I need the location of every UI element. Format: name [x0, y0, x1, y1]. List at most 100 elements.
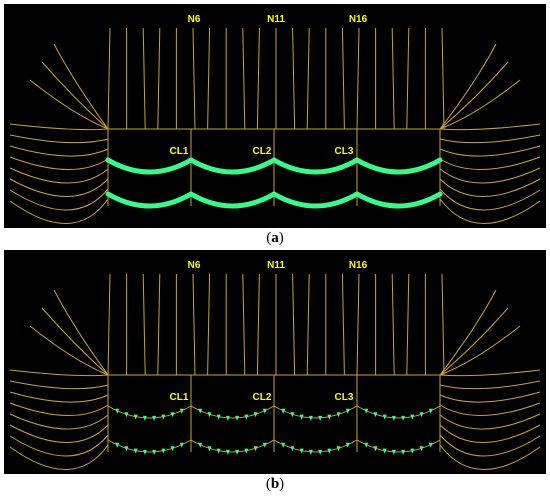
cable-marker: [161, 414, 166, 420]
fan-line-left: [9, 444, 109, 470]
cable-label: CL1: [170, 392, 189, 403]
fan-line-left: [9, 380, 109, 390]
thread-line: [441, 273, 445, 376]
fan-line-right: [439, 43, 497, 130]
fan-line-left: [9, 391, 109, 403]
cable-marker: [428, 442, 433, 448]
fan-line-right: [439, 413, 541, 430]
fan-line-right: [439, 134, 541, 144]
fan-line-left: [53, 289, 109, 376]
cable-marker: [318, 449, 323, 455]
cable-marker: [308, 415, 313, 421]
panel-a-figure: N6 N11 N16 CL1 CL2 CL3: [4, 4, 546, 228]
cable-baseline: [107, 439, 192, 453]
cable-marker: [410, 414, 415, 420]
thread-line: [306, 27, 310, 130]
fan-line-right: [439, 188, 541, 211]
cable-marker: [281, 408, 286, 414]
fan-line-right: [439, 61, 509, 130]
fan-line-left: [9, 369, 109, 377]
cable-marker: [382, 448, 387, 454]
cable-marker: [115, 408, 120, 414]
cable-marker: [391, 449, 396, 455]
thread-line: [256, 27, 260, 130]
fan-line-left: [41, 307, 109, 376]
node-label: N16: [349, 260, 368, 271]
cable-label: CL2: [253, 146, 272, 157]
cable-marker: [262, 442, 267, 448]
fan-line-right: [439, 424, 541, 443]
cable-marker: [419, 446, 424, 452]
fan-line-right: [439, 198, 541, 224]
net-lines: [9, 273, 541, 470]
cable-marker: [364, 442, 369, 448]
cable-marker: [373, 412, 378, 418]
cable-segment: [354, 157, 443, 175]
fan-line-right: [439, 444, 541, 470]
cable-baseline: [107, 405, 192, 419]
cable-marker: [170, 412, 175, 418]
cable-marker: [198, 442, 203, 448]
cable-marker: [419, 412, 424, 418]
cable-marker: [391, 415, 396, 421]
cable-marker: [262, 408, 267, 414]
thread-line: [242, 27, 246, 130]
fan-line-left: [9, 424, 109, 443]
fan-line-left: [29, 325, 109, 376]
thread-line: [192, 27, 196, 130]
cable-marker: [410, 448, 415, 454]
cable-marker: [336, 446, 341, 452]
cable-marker: [198, 408, 203, 414]
cable-marker: [124, 412, 129, 418]
fan-line-right: [439, 380, 541, 390]
thread-line: [391, 273, 395, 376]
cable-baseline: [190, 439, 275, 453]
cable-marker: [179, 408, 184, 414]
cable-segment: [271, 157, 360, 175]
cable-baseline: [356, 439, 441, 453]
cable-marker: [235, 415, 240, 421]
cable-label: CL3: [335, 392, 354, 403]
cable-marker: [299, 414, 304, 420]
cable-marker: [401, 449, 406, 455]
thread-line: [107, 27, 111, 130]
cable-segment: [188, 191, 277, 209]
cable-marker: [290, 412, 295, 418]
fan-line-right: [439, 325, 521, 376]
cable-marker: [401, 415, 406, 421]
cable-baseline: [190, 405, 275, 419]
cable-baseline: [273, 439, 358, 453]
net-diagram-a: N6 N11 N16 CL1 CL2 CL3: [9, 14, 541, 224]
fan-line-left: [9, 156, 109, 170]
fan-line-left: [29, 79, 109, 130]
cable-marker: [345, 442, 350, 448]
cable-marker: [327, 414, 332, 420]
cable-label: CL2: [253, 392, 272, 403]
fan-line-left: [9, 145, 109, 157]
thread-line: [292, 273, 296, 376]
thread-line: [207, 273, 211, 376]
cable-marker: [216, 414, 221, 420]
cable-marker: [225, 449, 230, 455]
cable-marker: [133, 414, 138, 420]
fan-line-right: [439, 79, 521, 130]
cable-marker: [179, 442, 184, 448]
fan-line-left: [9, 123, 109, 131]
thread-line: [256, 273, 260, 376]
fan-line-left: [9, 167, 109, 184]
cable-marker: [428, 408, 433, 414]
thread-line: [341, 273, 345, 376]
cable-marker: [124, 446, 129, 452]
cable-marker: [225, 415, 230, 421]
cable-segment: [105, 191, 194, 209]
cable-marker: [235, 449, 240, 455]
cable-marker: [308, 449, 313, 455]
cable-marker: [345, 408, 350, 414]
cable-marker: [373, 446, 378, 452]
fan-line-right: [439, 391, 541, 403]
cable-group: [115, 408, 433, 455]
fan-line-right: [439, 156, 541, 170]
fan-line-left: [41, 61, 109, 130]
cable-marker: [364, 408, 369, 414]
cable-marker: [382, 414, 387, 420]
